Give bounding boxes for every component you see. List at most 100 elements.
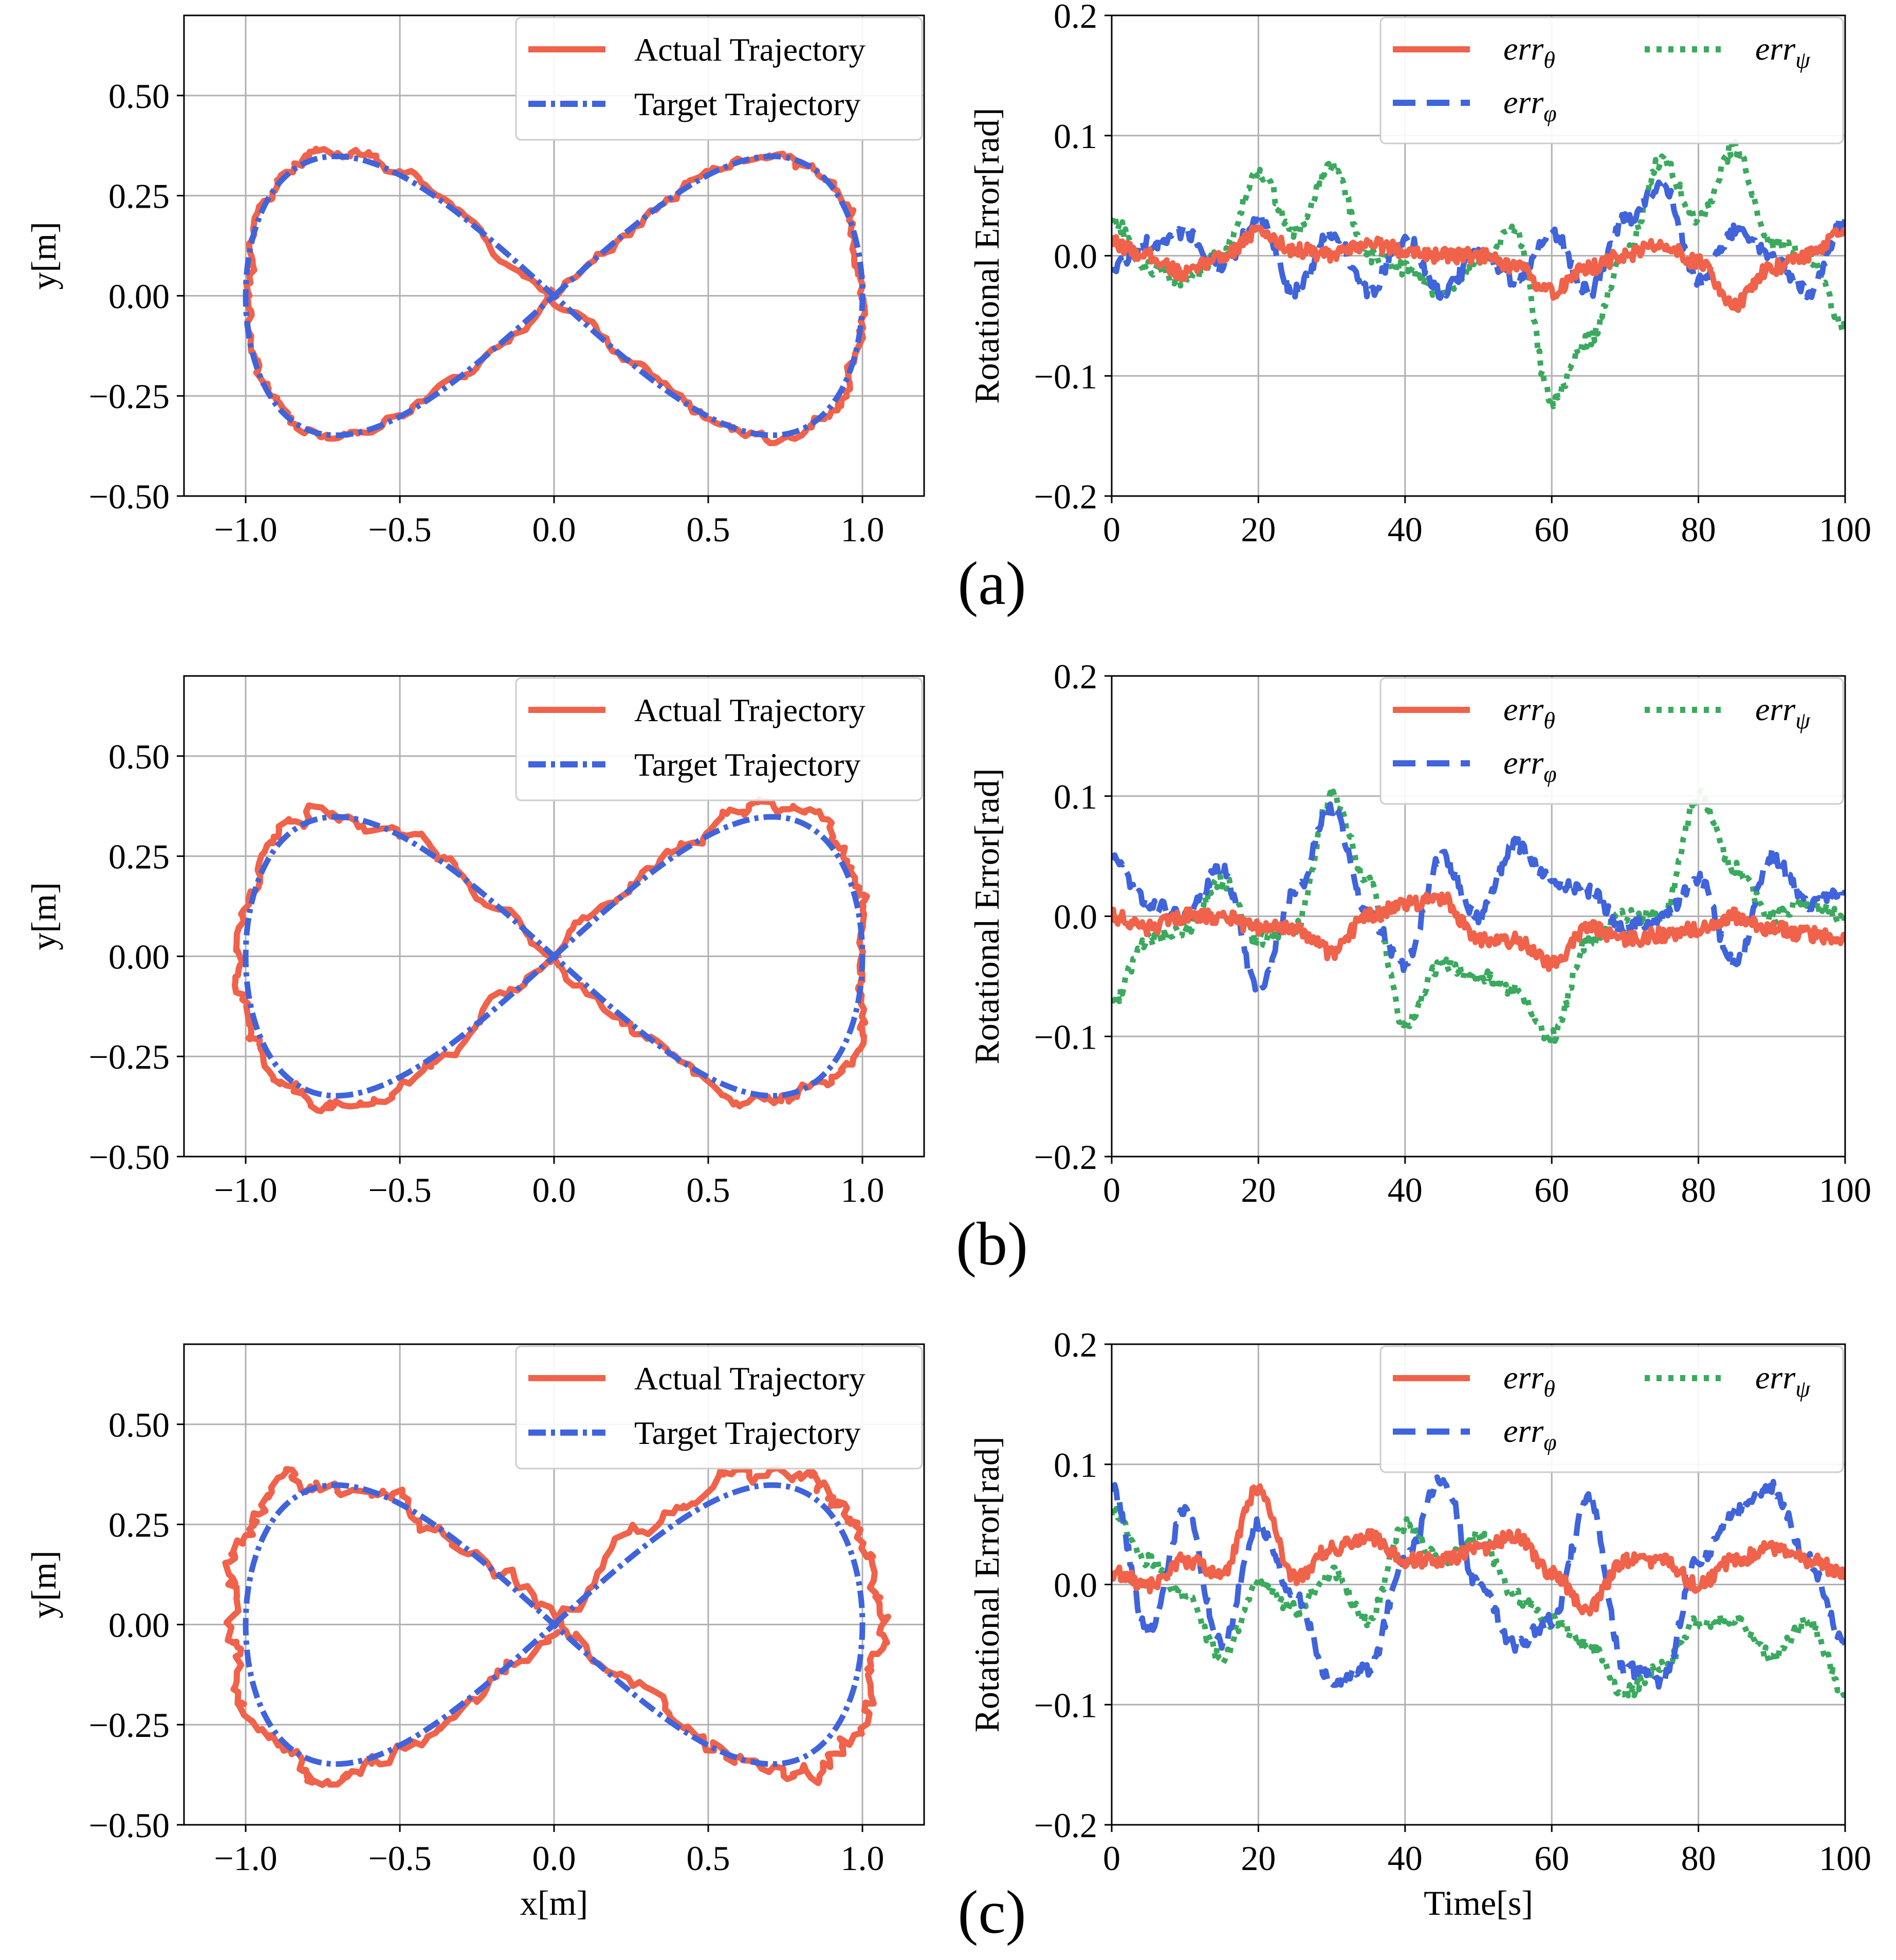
legend-label-err-phi: errφ <box>1503 744 1557 787</box>
x-tick-label: 0 <box>1103 1170 1120 1210</box>
series-err-theta <box>1112 224 1845 313</box>
x-tick-label: 0.0 <box>532 510 576 549</box>
x-tick-label: 20 <box>1241 510 1276 549</box>
x-tick-label: 60 <box>1534 1839 1569 1878</box>
legend-box <box>515 1345 923 1470</box>
legend-box <box>1379 677 1844 805</box>
legend-label-err-theta: errθ <box>1503 1359 1555 1402</box>
legend-box <box>1379 1345 1844 1473</box>
x-tick-label: 0.0 <box>532 1170 576 1210</box>
series-err-phi <box>1112 801 1845 993</box>
y-tick-label: 0.0 <box>1054 1566 1097 1605</box>
legend-label-err-theta: errθ <box>1503 30 1555 73</box>
series-err-psi <box>1112 138 1845 410</box>
legend-label-target: Target Trajectory <box>634 1415 860 1451</box>
plot-area <box>231 796 870 1114</box>
legend-label-actual: Actual Trajectory <box>634 692 866 728</box>
y-tick-label: 0.1 <box>1054 777 1097 816</box>
plot-area <box>1112 138 1845 410</box>
x-tick-label: 1.0 <box>841 510 885 549</box>
series-err-phi <box>1112 1474 1845 1690</box>
y-tick-label: −0.2 <box>1034 477 1097 516</box>
y-tick-label: 0.00 <box>108 277 170 316</box>
legend-box <box>1379 16 1844 144</box>
x-tick-label: 80 <box>1681 510 1716 549</box>
x-tick-label: 100 <box>1819 510 1871 549</box>
x-tick-label: 80 <box>1681 1839 1716 1878</box>
x-tick-label: −1.0 <box>214 1170 277 1210</box>
y-tick-label: 0.1 <box>1054 117 1097 156</box>
x-tick-label: 60 <box>1534 510 1569 549</box>
y-tick-label: −0.1 <box>1034 1017 1097 1056</box>
x-tick-label: 100 <box>1819 1839 1871 1878</box>
legend-label-err-phi: errφ <box>1503 1413 1557 1455</box>
chart-5: 0 20 40 60 80 100 −0.2 −0.1 0.0 0.1 0.2 Rotational … <box>967 1325 1871 1922</box>
x-axis-label: x[m] <box>520 1883 588 1922</box>
legend-label-err-psi: errψ <box>1755 1359 1811 1402</box>
y-tick-label: 0.0 <box>1054 897 1097 937</box>
chart-1: 0 20 40 60 80 100 −0.2 −0.1 0.0 0.1 0.2 Rotational … <box>967 0 1871 549</box>
legend-box <box>515 677 923 801</box>
plot-area <box>1112 787 1845 1044</box>
x-tick-label: −0.5 <box>368 1170 431 1210</box>
y-tick-label: −0.25 <box>89 1037 170 1076</box>
plot-area <box>1112 1474 1845 1699</box>
x-tick-label: 0.5 <box>687 510 730 549</box>
chart-2: −1.0 −0.5 0.0 0.5 1.0 −0.50 −0.25 0.00 0.25 0.50 y… <box>24 675 925 1210</box>
y-tick-label: 0.0 <box>1054 237 1097 276</box>
series-target-trajectory <box>243 153 866 438</box>
x-tick-label: 1.0 <box>841 1839 885 1878</box>
y-axis-label: Rotational Error[rad] <box>967 1437 1006 1733</box>
x-tick-label: 0 <box>1103 510 1120 549</box>
y-tick-label: 0.1 <box>1054 1445 1097 1485</box>
series-err-psi <box>1112 1503 1845 1699</box>
chart-4: −1.0 −0.5 0.0 0.5 1.0 −0.50 −0.25 0.00 0.25 0.50 y… <box>24 1343 925 1922</box>
y-axis-label: y[m] <box>24 882 63 950</box>
x-tick-label: 40 <box>1388 510 1423 549</box>
x-tick-label: −1.0 <box>214 510 277 549</box>
x-tick-label: 40 <box>1388 1170 1423 1210</box>
y-tick-label: −0.2 <box>1034 1138 1097 1177</box>
legend-label-err-phi: errφ <box>1503 84 1557 126</box>
y-tick-label: −0.50 <box>89 1138 170 1177</box>
x-tick-label: 40 <box>1388 1839 1423 1878</box>
y-tick-label: 0.25 <box>108 177 170 216</box>
y-tick-label: −0.25 <box>89 377 170 416</box>
series-err-theta <box>1112 1483 1845 1617</box>
x-tick-label: 1.0 <box>841 1170 885 1210</box>
legend-label-target: Target Trajectory <box>634 86 860 122</box>
x-axis-label: Time[s] <box>1424 1883 1533 1922</box>
y-tick-label: 0.2 <box>1054 657 1097 696</box>
panel-label: (c) <box>958 1878 1026 1946</box>
x-tick-label: 0.5 <box>687 1170 730 1210</box>
chart-0: −1.0 −0.5 0.0 0.5 1.0 −0.50 −0.25 0.00 0.25 0.50 y… <box>24 14 925 549</box>
y-tick-label: 0.2 <box>1054 1325 1097 1364</box>
x-tick-label: −1.0 <box>214 1839 277 1878</box>
x-tick-label: 0.0 <box>532 1839 576 1878</box>
series-err-theta <box>1112 891 1845 973</box>
y-tick-label: −0.2 <box>1034 1806 1097 1845</box>
x-tick-label: 20 <box>1241 1839 1276 1878</box>
y-tick-label: 0.50 <box>108 1405 170 1444</box>
y-tick-label: 0.25 <box>108 1506 170 1545</box>
y-tick-label: 0.00 <box>108 937 170 976</box>
plot-area <box>222 1464 892 1788</box>
legend-label-err-psi: errψ <box>1755 691 1811 734</box>
series-target-trajectory <box>243 1482 866 1767</box>
y-axis-label: y[m] <box>24 1550 63 1618</box>
y-tick-label: −0.1 <box>1034 357 1097 396</box>
panel-label: (a) <box>958 549 1026 617</box>
x-tick-label: 20 <box>1241 1170 1276 1210</box>
y-tick-label: 0.50 <box>108 737 170 776</box>
panel-label: (b) <box>956 1210 1028 1278</box>
x-tick-label: 0 <box>1103 1839 1120 1878</box>
y-tick-label: 0.2 <box>1054 0 1097 35</box>
x-tick-label: −0.5 <box>368 510 431 549</box>
legend-box <box>515 16 923 141</box>
y-tick-label: 0.50 <box>108 77 170 116</box>
series-err-phi <box>1112 179 1845 301</box>
y-axis-label: Rotational Error[rad] <box>967 768 1006 1065</box>
y-tick-label: 0.25 <box>108 837 170 876</box>
